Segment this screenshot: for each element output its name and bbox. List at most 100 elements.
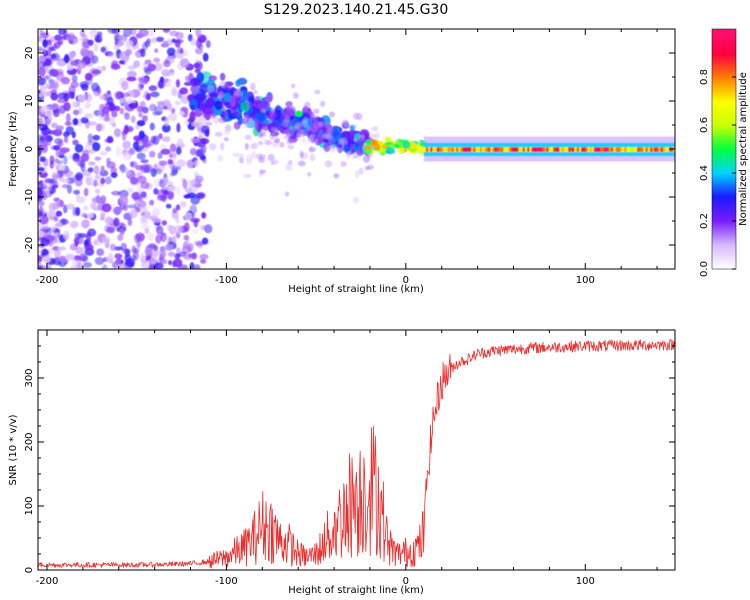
colorbar-step: [712, 79, 736, 82]
spectrogram-cell: [128, 102, 139, 109]
spectrogram-cell: [98, 111, 103, 121]
colorbar-frame: [711, 28, 737, 270]
spectrogram-cell: [99, 94, 105, 100]
spectrogram-cell: [471, 147, 475, 152]
spectrogram-cell: [301, 120, 309, 128]
spectrogram-cell: [643, 147, 647, 152]
spectrogram-cell: [119, 97, 125, 104]
colorbar-step: [712, 43, 736, 46]
spectrogram-cell: [246, 101, 253, 109]
spectrogram-cell: [175, 79, 181, 88]
spectrogram-cell: [94, 156, 102, 161]
spectrogram-cell: [55, 125, 64, 131]
spectrogram-cell: [621, 147, 626, 152]
spectrogram-cell: [81, 212, 87, 218]
spectrogram-cell: [307, 136, 315, 142]
spectrogram-cell: [290, 83, 296, 89]
spectrogram-cell: [180, 58, 190, 68]
x-tick-label: 100: [576, 275, 595, 286]
spectrogram-cell: [509, 147, 514, 152]
colorbar-step: [712, 249, 736, 252]
spectrogram-cell: [38, 46, 44, 53]
spectrogram-cell: [167, 190, 174, 201]
spectrogram-cell: [402, 140, 411, 149]
spectrogram-cell: [353, 123, 358, 129]
spectrogram-cell: [161, 124, 171, 133]
colorbar-step: [712, 75, 736, 78]
spectrogram-cell: [138, 112, 143, 118]
spectrogram-cell: [327, 126, 334, 135]
spectrogram-cell: [99, 151, 108, 156]
spectrogram-cell: [38, 196, 43, 203]
spectrogram-cell: [125, 49, 131, 57]
spectrogram-cell: [66, 64, 74, 71]
colorbar-step: [712, 67, 736, 70]
spectrogram-cell: [115, 256, 122, 267]
spectrogram-cell: [75, 246, 84, 255]
spectrogram-cell: [128, 127, 133, 132]
spectrogram-cell: [250, 82, 256, 91]
spectrogram-cell: [167, 251, 176, 257]
spectrogram-cell: [639, 147, 643, 152]
spectrogram-cell: [152, 111, 162, 116]
spectrogram-cell: [90, 202, 97, 210]
spectrogram-cell: [55, 210, 63, 217]
spectrogram-cell: [55, 148, 61, 158]
spectrogram-cell: [38, 167, 45, 172]
spectrogram-cell: [202, 52, 209, 62]
spectrogram-cell: [108, 252, 113, 261]
spectrogram-cell: [110, 63, 121, 70]
colorbar-step: [712, 47, 736, 50]
spectrogram-cell: [578, 147, 582, 152]
spectrogram-cell: [72, 118, 79, 126]
colorbar-step: [712, 73, 736, 76]
spectrogram-cell: [38, 181, 44, 191]
spectrogram-cell: [191, 138, 201, 143]
spectrogram-cell: [333, 173, 340, 179]
spectrogram-cell: [84, 72, 93, 81]
spectrogram-cell: [172, 151, 177, 161]
spectrogram-cell: [171, 235, 177, 245]
spectrogram-cell: [250, 151, 258, 159]
spectrogram-cell: [77, 233, 87, 239]
spectrogram-cell: [434, 147, 438, 152]
spectrogram-cell: [175, 247, 181, 253]
spectrogram-cell: [218, 117, 227, 124]
spectrogram-cell: [537, 147, 542, 152]
colorbar-step: [712, 175, 736, 178]
spectrogram-cell: [163, 135, 171, 143]
spectrogram-cell: [140, 252, 145, 261]
spectrogram-cell: [223, 92, 232, 102]
colorbar-step: [712, 185, 736, 188]
colorbar-step: [712, 93, 736, 96]
spectrogram-cell: [133, 60, 141, 68]
spectrogram-cell: [194, 240, 204, 247]
spectrogram-cell: [53, 128, 63, 137]
spectrogram-cell: [52, 69, 59, 78]
spectrogram-cell: [140, 181, 150, 190]
snr-x-label: Height of straight line (km): [288, 585, 424, 596]
spectrogram-cell: [190, 179, 197, 188]
spectrogram-cell: [91, 55, 99, 64]
colorbar-step: [712, 51, 736, 54]
colorbar-step: [712, 65, 736, 68]
spectrogram-cell: [159, 144, 167, 149]
colorbar-step: [712, 55, 736, 58]
spectrogram-cell: [425, 147, 430, 152]
spectrogram-cell: [39, 32, 49, 39]
colorbar-step: [712, 229, 736, 232]
spectrogram-cell: [589, 147, 593, 152]
spectrogram-cell: [283, 115, 291, 123]
spectrogram-cell: [423, 147, 427, 152]
spectrogram-cell: [550, 147, 554, 152]
spectrogram-cell: [136, 152, 146, 160]
spectrogram-cell: [101, 203, 112, 213]
spectrogram-cell: [169, 143, 176, 153]
spectrogram-cell: [611, 147, 615, 152]
colorbar-step: [712, 251, 736, 254]
spectrogram-cell: [324, 142, 329, 150]
colorbar-step: [712, 261, 736, 264]
spectrogram-cell: [119, 227, 125, 236]
